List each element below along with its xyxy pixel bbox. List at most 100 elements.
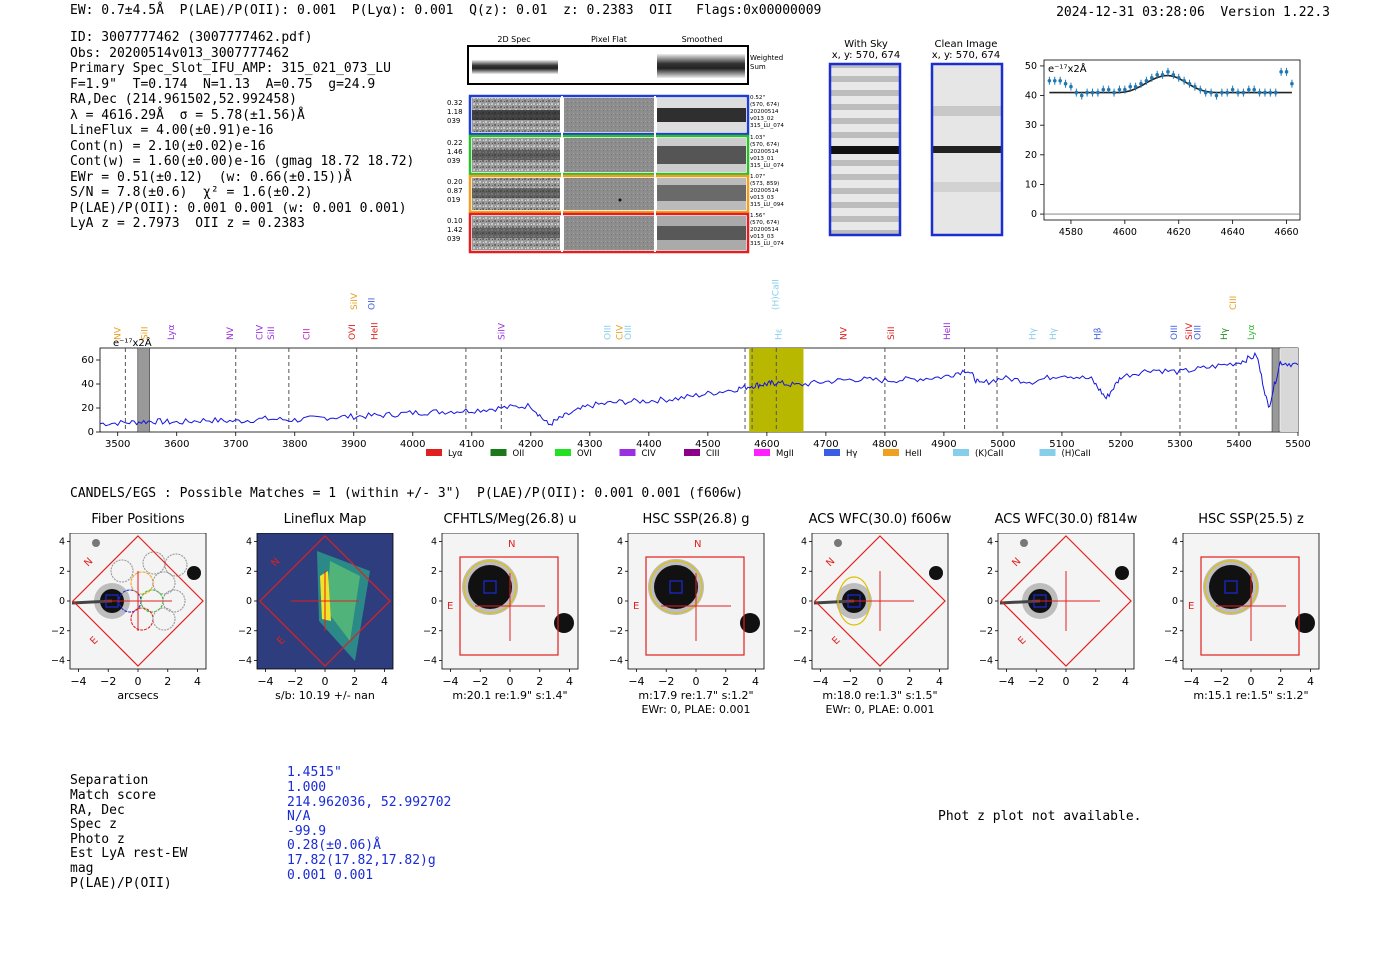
ifu-footprint: [72, 535, 204, 667]
panel-ytick-label: 0: [1172, 596, 1178, 607]
line-id-label: CII: [303, 328, 313, 340]
neighbor-source: [834, 539, 842, 547]
panel-ytick-label: 4: [617, 536, 623, 547]
compass-east: E: [447, 601, 453, 612]
panel-ytick-label: 2: [1172, 566, 1178, 577]
source-core: [654, 565, 698, 609]
zoom-data-point: [1074, 90, 1079, 95]
panel-title: Fiber Positions: [91, 512, 185, 527]
zoom-data-point: [1047, 78, 1052, 83]
masked-region: [1280, 348, 1298, 432]
panel-caption: m:15.1 re:1.5" s:1.2": [1193, 689, 1309, 702]
panel-ytick-label: 4: [801, 536, 807, 547]
legend-label: CIV: [642, 449, 656, 459]
info-line: Obs: 20200514v013_3007777462: [70, 45, 290, 61]
spectrum-xtick-label: 4500: [695, 439, 720, 450]
aperture-ellipse: [649, 560, 703, 614]
zoom-data-point: [1133, 84, 1138, 89]
fiber-4-right-label: 1.56" (570, 674) 20200514 v013_03 315_LU…: [750, 213, 784, 247]
legend-label: CIII: [706, 449, 719, 459]
line-id-label: CIV: [255, 324, 265, 340]
fiber-3-right-label: 1.07" (573, 859) 20200514 v013_03 315_LU…: [750, 174, 784, 208]
legend-label: MgII: [776, 449, 794, 459]
panel-title: HSC SSP(25.5) z: [1198, 512, 1304, 527]
panel-ytick-label: 2: [617, 566, 623, 577]
line-id-label: HeII: [943, 322, 953, 340]
zoom-data-point: [1230, 87, 1235, 92]
line-id-label: (H)CaII: [772, 279, 782, 310]
zoom-data-point: [1171, 73, 1176, 77]
zoom-data-point: [1247, 87, 1251, 92]
zoom-data-point: [1149, 75, 1154, 80]
fiber-row-4: [468, 212, 750, 254]
panel-ytick-label: −4: [979, 656, 993, 667]
panel-ytick-label: −2: [51, 626, 65, 637]
zoom-data-point: [1128, 84, 1133, 89]
panel-ytick-label: −2: [793, 626, 807, 637]
ifu-footprint: [259, 535, 391, 667]
zoom-data-point: [1058, 78, 1062, 83]
neighbor-source: [92, 539, 100, 547]
panel-xtick-label: −4: [70, 675, 87, 688]
panel-image-f606: NE−4−2024: [793, 533, 949, 672]
weighted-sum-2dspec: [472, 60, 558, 74]
legend-swatch: [754, 449, 770, 456]
zoom-data-point: [1214, 93, 1219, 98]
fiber-1-left-label: 0.32 1.18 039: [447, 99, 463, 125]
fiber-2-left-label: 0.22 1.46 039: [447, 139, 463, 165]
line-id-label: Hγ: [1028, 327, 1038, 340]
fiber-circle: [110, 559, 134, 583]
zoom-data-point: [1187, 81, 1192, 86]
zoom-data-point: [1252, 87, 1256, 92]
info-line: ID: 3007777462 (3007777462.pdf): [70, 30, 313, 45]
zoom-data-point: [1144, 78, 1149, 83]
panel-xtick-label: 4: [194, 675, 202, 688]
panel-xtick-label: 2: [1277, 675, 1285, 688]
zoom-data-point: [1052, 78, 1057, 83]
panel-image-f814: NE−4−2024: [979, 533, 1135, 672]
neighbor-source: [1115, 566, 1129, 580]
spectra-cutouts: [467, 45, 750, 254]
line-id-label: Hγ: [1220, 327, 1230, 340]
fiber-circle: [152, 607, 176, 631]
panel-xtick-label: 0: [1247, 675, 1255, 688]
panel-xtick-label: −4: [442, 675, 459, 688]
table-value: N/A: [287, 809, 311, 824]
panel-ytick-label: 2: [987, 566, 993, 577]
fiber-circle: [164, 553, 188, 577]
zoom-data-point: [1198, 87, 1203, 92]
line-id-label: SiIV: [1185, 322, 1195, 340]
fiber-center-marker: [483, 580, 497, 594]
line-id-label: SiIV: [350, 292, 360, 310]
legend-swatch: [619, 449, 636, 456]
panel-xtick-label: 2: [906, 675, 914, 688]
line-id-label: OIII: [624, 325, 634, 340]
compass-north: N: [508, 539, 515, 550]
zoom-data-point: [1279, 70, 1283, 74]
panel-ytick-label: 2: [59, 566, 65, 577]
zoom-xtick-label: 4600: [1113, 227, 1137, 235]
spectrum-xtick-label: 4700: [813, 439, 838, 450]
neighbor-source: [554, 613, 574, 633]
spectrum-xtick-label: 4300: [577, 439, 602, 450]
spectrum-ytick-label: 40: [81, 379, 94, 390]
table-value: 1.4515": [287, 765, 342, 780]
panel-ytick-label: 0: [617, 596, 623, 607]
line-id-label: CIII: [1229, 296, 1239, 310]
zoom-data-point: [1139, 81, 1143, 86]
legend-label: Hγ: [846, 449, 857, 459]
info-line: RA,Dec (214.961502,52.992458): [70, 92, 297, 107]
spectrum-xtick-label: 4000: [400, 439, 425, 450]
panel-ytick-label: 4: [431, 536, 437, 547]
panel-caption-secondary: EWr: 0, PLAE: 0.001: [641, 703, 751, 716]
panel-ytick-label: −2: [423, 626, 437, 637]
spectrum-xtick-label: 5000: [990, 439, 1015, 450]
spectrum-xtick-label: 4800: [872, 439, 897, 450]
panel-caption: m:18.0 re:1.3" s:1.5": [822, 689, 938, 702]
panel-caption-secondary: EWr: 0, PLAE: 0.001: [825, 703, 935, 716]
info-line: λ = 4616.29Å σ = 5.78(±1.56)Å: [70, 107, 305, 123]
source-core: [1209, 565, 1253, 609]
panel-image-fiber: NE−4−2024: [51, 533, 207, 672]
zoom-data-point: [1203, 90, 1208, 95]
panel-xtick-label: 4: [752, 675, 760, 688]
